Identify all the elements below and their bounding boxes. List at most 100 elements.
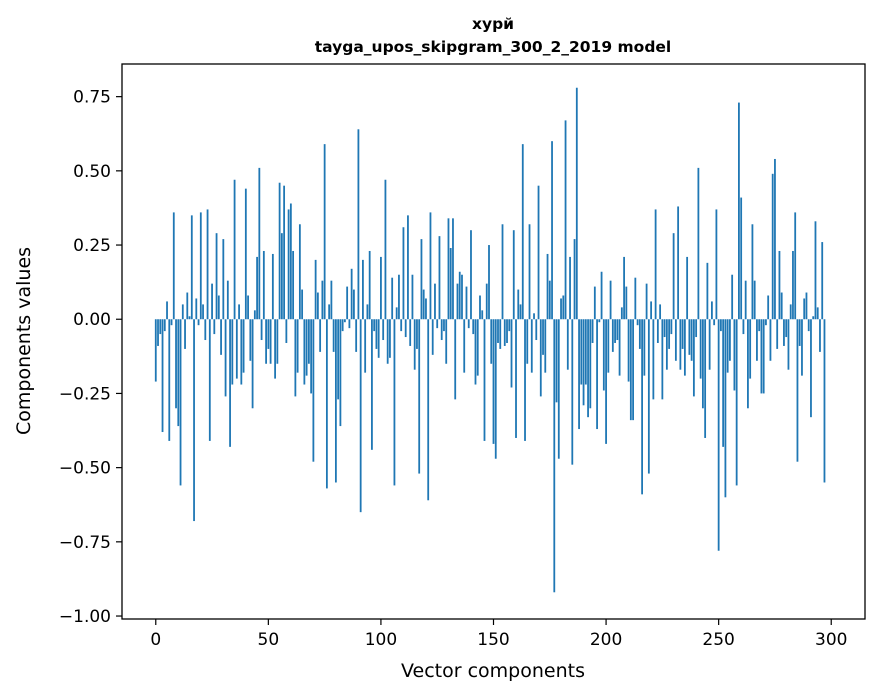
bar	[492, 319, 495, 444]
bar	[427, 319, 430, 501]
bar	[222, 239, 225, 320]
bar	[807, 319, 810, 332]
bar	[251, 319, 254, 409]
bar	[240, 319, 243, 385]
bar	[699, 319, 702, 379]
bar	[431, 319, 434, 355]
bar	[449, 248, 452, 320]
bar	[226, 280, 229, 320]
bar	[199, 212, 202, 320]
bar	[440, 319, 443, 341]
bar	[620, 307, 623, 320]
bar	[497, 319, 499, 343]
bar	[325, 319, 328, 489]
bar	[247, 295, 249, 320]
bar	[425, 298, 427, 320]
bar	[638, 319, 641, 349]
bar	[708, 319, 711, 370]
bar	[821, 242, 824, 320]
bar	[341, 319, 344, 332]
bar	[765, 319, 767, 326]
bar	[175, 319, 177, 409]
bar	[267, 319, 270, 349]
bar	[409, 319, 412, 346]
bar	[794, 212, 797, 320]
bar	[816, 307, 819, 320]
bar	[456, 283, 459, 320]
bar	[411, 274, 414, 320]
bar	[368, 250, 371, 320]
bar	[744, 280, 747, 320]
bar	[654, 209, 657, 320]
bar	[294, 319, 297, 397]
bar	[659, 304, 662, 320]
bar	[756, 319, 758, 361]
bar	[434, 283, 436, 320]
bar	[537, 185, 540, 320]
bar	[634, 277, 637, 320]
bar	[645, 283, 648, 320]
bar	[276, 319, 279, 364]
bar	[485, 283, 488, 320]
bar	[371, 319, 373, 450]
bar	[609, 280, 612, 320]
y-tick-label: 0.75	[73, 88, 111, 108]
bar	[677, 206, 680, 320]
bar	[292, 250, 295, 320]
bars-group	[154, 87, 830, 593]
y-tick-label: −0.25	[59, 384, 111, 404]
bar	[337, 319, 340, 400]
bar	[479, 295, 481, 320]
bar	[305, 319, 308, 376]
bar	[605, 319, 607, 444]
bar	[501, 224, 504, 320]
bar	[274, 319, 276, 379]
bar	[422, 289, 425, 320]
bar	[265, 319, 267, 364]
bar	[591, 319, 594, 343]
bar	[217, 295, 220, 320]
bar	[377, 319, 380, 358]
bar	[647, 319, 650, 474]
bar	[204, 319, 207, 341]
bar	[551, 141, 553, 320]
bar	[303, 319, 306, 385]
y-axis-label: Components values	[13, 247, 35, 435]
bar	[179, 319, 182, 486]
bar	[184, 319, 186, 349]
bar	[560, 298, 562, 320]
bar	[211, 283, 213, 320]
bar	[596, 319, 598, 430]
bar	[499, 319, 502, 349]
bar	[375, 319, 378, 349]
bar	[438, 236, 441, 320]
bar	[681, 319, 684, 349]
bar	[544, 319, 547, 373]
bar	[701, 319, 704, 409]
bar	[674, 319, 677, 361]
bar	[668, 319, 671, 349]
bar	[278, 182, 281, 320]
bar	[373, 319, 376, 332]
bar	[600, 271, 603, 320]
bar	[280, 233, 283, 320]
bar	[785, 319, 788, 338]
bar	[758, 319, 761, 332]
bar	[348, 319, 351, 329]
bar	[208, 319, 211, 441]
bar	[778, 250, 781, 320]
bar	[665, 319, 668, 370]
bar	[524, 319, 526, 441]
bar	[740, 197, 743, 320]
bar	[296, 319, 299, 373]
bar	[611, 319, 614, 352]
bar	[679, 319, 682, 370]
bar	[546, 253, 549, 320]
bar	[589, 319, 592, 409]
bar	[186, 292, 189, 320]
y-tick-label: 0.50	[73, 162, 111, 182]
y-tick-label: −1.00	[59, 607, 111, 627]
bar	[161, 319, 164, 433]
bar	[157, 319, 159, 346]
bar	[188, 316, 191, 320]
